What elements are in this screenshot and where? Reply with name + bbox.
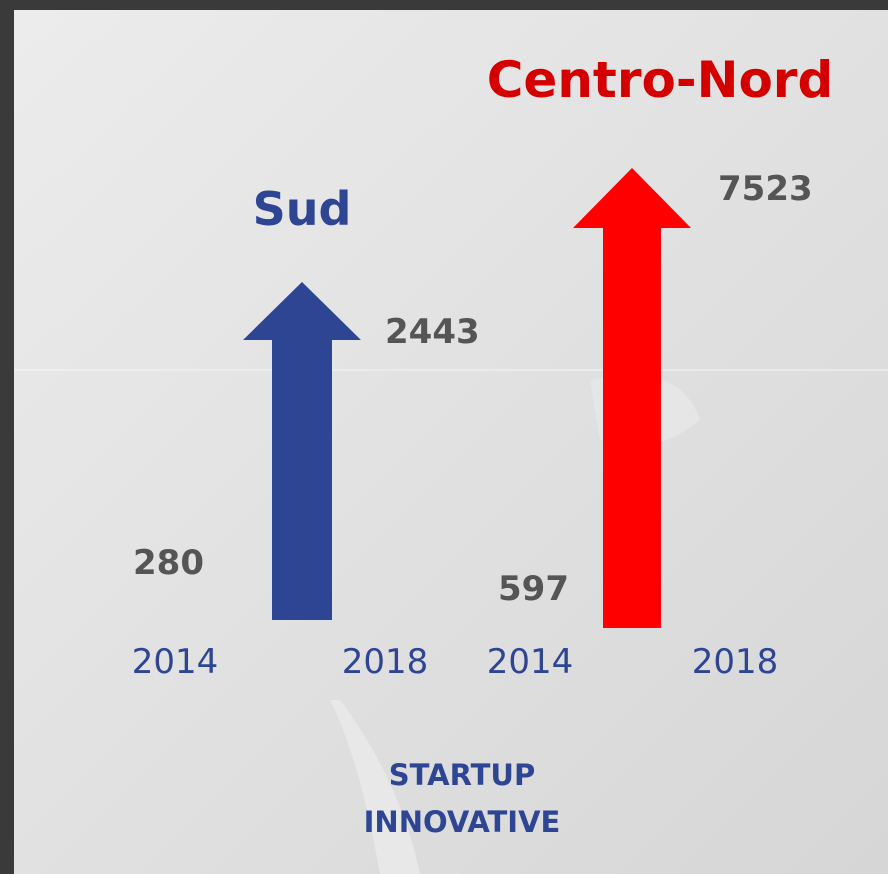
group-title: Sud	[253, 182, 352, 236]
value-label: 2443	[385, 312, 480, 352]
group-title: Centro-Nord	[487, 51, 834, 109]
value-label: 280	[133, 543, 204, 583]
value-label: 7523	[718, 169, 813, 209]
caption: STARTUP	[389, 758, 535, 792]
growth-arrow	[573, 168, 691, 628]
growth-arrow	[243, 282, 361, 620]
year-label: 2014	[487, 642, 574, 682]
value-label: 597	[498, 569, 569, 609]
year-label: 2018	[692, 642, 779, 682]
map-shape	[330, 700, 420, 874]
caption: INNOVATIVE	[364, 805, 561, 839]
year-label: 2014	[132, 642, 219, 682]
year-label: 2018	[342, 642, 429, 682]
background	[14, 10, 888, 874]
